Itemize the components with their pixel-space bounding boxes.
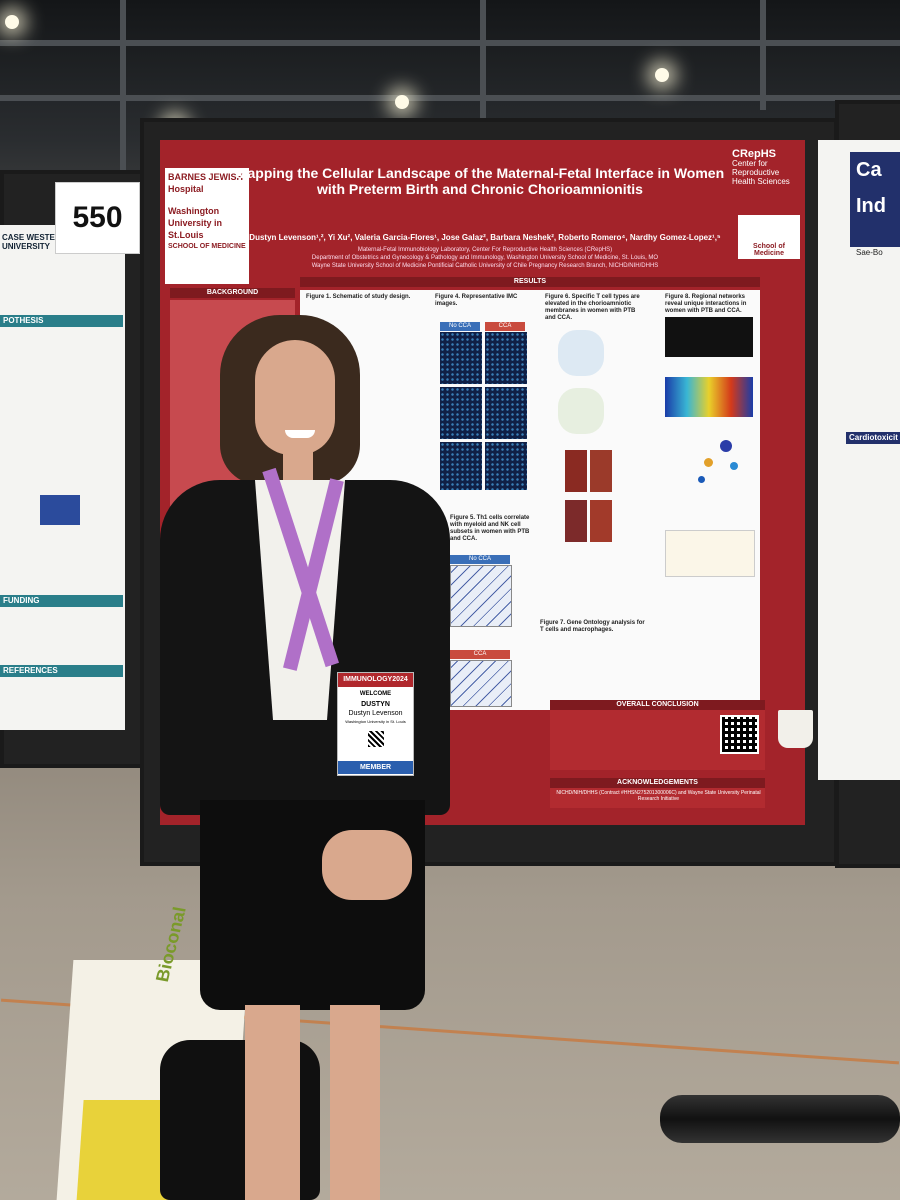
imc-image [485,332,527,384]
regional-network-image [665,317,753,357]
figure-5-caption: Figure 5. Th1 cells correlate with myelo… [450,515,530,542]
tissue-image [590,500,612,542]
ceiling-truss [120,0,126,190]
umap-plot [558,330,604,376]
ceiling-truss [0,40,900,46]
badge-role: MEMBER [338,761,413,774]
tissue-image [565,500,587,542]
crephs-logo-subtitle: Center for Reproductive Health Sciences [732,159,790,186]
right-poster: Ca Ind Sae-Bo Cardiotoxicit [818,140,900,780]
right-poster-section: Cardiotoxicit [846,432,900,444]
correlation-no-cca-label: No CCA [450,555,510,564]
smile [285,430,315,438]
network-node [698,476,705,483]
right-poster-title-line: Ind [856,195,886,217]
washu-logo: Washington University in St.Louis [168,206,223,240]
paper-cup [778,710,813,748]
poster-title: Mapping the Cellular Landscape of the Ma… [235,165,725,197]
spatial-plot [665,530,755,577]
imc-cca-label: CCA [485,322,525,331]
affiliation-line: Department of Obstetrics and Gynecology … [311,255,659,261]
tissue-image [565,450,587,492]
ceiling-light [655,68,669,82]
left-poster-chart [40,465,80,525]
correlation-matrix [450,565,512,627]
badge-welcome: WELCOME [359,691,392,697]
background-header: BACKGROUND [170,288,295,298]
results-header: RESULTS [300,277,760,287]
name-badge: IMMUNOLOGY2024 WELCOME DUSTYN Dustyn Lev… [337,672,414,776]
wayne-state-logo: School of Medicine [738,215,800,259]
imc-image [485,387,527,439]
imc-image [440,442,482,490]
right-poster-title: Ca Ind [850,152,900,247]
acknowledgements-text: NICHD/NIH/DHHS (Contract #HHSN2752013000… [556,790,761,802]
clasped-hands [322,830,412,900]
conclusion-header: OVERALL CONCLUSION [550,700,765,710]
ceiling-truss [760,0,766,110]
poster-tube [660,1095,900,1143]
tissue-image [590,450,612,492]
right-leg [330,1005,380,1200]
affiliation-line: Maternal-Fetal Immunobiology Laboratory,… [357,247,613,253]
badge-qr-code [368,731,384,747]
acknowledgements-box: ACKNOWLEDGEMENTS NICHD/NIH/DHHS (Contrac… [550,778,765,808]
heatmap-image [665,377,753,417]
imc-image [440,332,482,384]
left-poster-logo: CASE WESTERN RESERVE UNIVERSITY [2,233,107,251]
ceiling-truss [0,95,900,101]
correlation-matrix [450,660,512,707]
figure-4-caption: Figure 4. Representative IMC images. [435,294,518,307]
left-heading-funding: FUNDING [0,595,123,607]
figure-8-caption: Figure 8. Regional networks reveal uniqu… [665,294,747,314]
left-heading-hypothesis: POTHESIS [0,315,123,327]
acknowledgements-header: ACKNOWLEDGEMENTS [550,778,765,788]
crephs-logo-title: CRepHS [732,148,777,160]
ceiling-light [395,95,409,109]
barnes-jewish-logo: BARNES JEWISH Hospital [168,172,244,194]
right-poster-author: Sae-Bo [856,248,883,257]
badge-full-name: Dustyn Levenson [348,710,403,717]
network-node [720,440,732,452]
poster-affiliations: Maternal-Fetal Immunobiology Laboratory,… [225,246,745,270]
affiliation-line: Wayne State University School of Medicin… [311,263,659,269]
badge-header: IMMUNOLOGY2024 [338,673,413,687]
qr-code[interactable] [720,715,759,754]
imc-image [485,442,527,490]
figure-6-caption: Figure 6. Specific T cell types are elev… [545,294,640,321]
left-heading-references: REFERENCES [0,665,123,677]
figure-7-caption: Figure 7. Gene Ontology analysis for T c… [540,620,645,633]
imc-no-cca-label: No CCA [440,322,480,331]
poster-authors: Dustyn Levenson¹,², Yi Xu², Valeria Garc… [249,233,721,242]
badge-org: Washington University in St. Louis [345,719,406,724]
right-poster-title-line: Ca [856,159,882,181]
badge-first-name: DUSTYN [361,701,390,708]
ceiling-truss [480,0,486,130]
crephs-logo: CRepHS Center for Reproductive Health Sc… [732,148,800,187]
left-leg [245,1005,300,1200]
washu-school-logo: SCHOOL OF MEDICINE [168,243,246,250]
correlation-cca-label: CCA [450,650,510,659]
network-node [730,462,738,470]
figure-1-caption: Figure 1. Schematic of study design. [306,294,411,300]
umap-plot [558,388,604,434]
poster-logos-left: BARNES JEWISH Hospital Washington Univer… [165,168,249,284]
left-poster: CASE WESTERN RESERVE UNIVERSITY POTHESIS… [0,225,125,730]
booth-number: 550 [55,182,140,254]
imc-image [440,387,482,439]
network-node [704,458,713,467]
wayne-state-logo-label: School of Medicine [753,243,785,257]
ceiling-light [5,15,19,29]
